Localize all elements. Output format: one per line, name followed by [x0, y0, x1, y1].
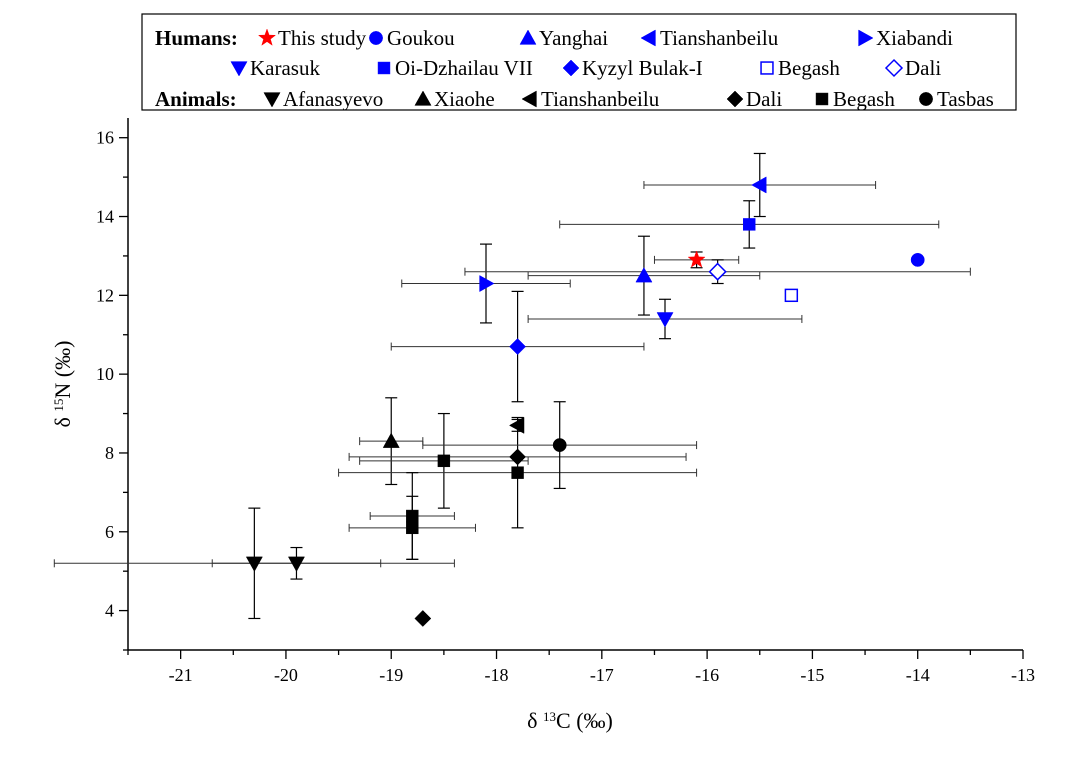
legend-item-xiabandi: Xiabandi [858, 26, 953, 50]
data-point-afanasyevo [287, 556, 305, 572]
data-markers [245, 176, 925, 627]
legend-item-begash-h: Begash [760, 56, 840, 80]
legend-item-xiaohe: Xiaohe [414, 87, 495, 111]
data-point-dali-h [708, 262, 727, 281]
data-point-tianshanbeilu-a [508, 416, 525, 434]
data-point-begash-a [406, 509, 419, 523]
legend-box [141, 13, 1017, 111]
legend-item-tianshanbeilu-h: Tianshanbeilu [640, 26, 779, 50]
legend-item-afanasyevo: Afanasyevo [263, 87, 383, 111]
legend: Humans: This study Goukou Yanghai Tianshanbe… [141, 13, 1017, 111]
legend-label: Tasbas [937, 87, 994, 111]
data-point-begash-a [437, 454, 451, 468]
data-point-begash-h [784, 288, 799, 303]
legend-marker-afanasyevo [263, 92, 281, 108]
legend-label: Xiabandi [876, 26, 953, 50]
legend-marker-tasbas [919, 92, 933, 106]
y-tick-label: 14 [96, 207, 114, 227]
x-tick-label: -16 [695, 665, 719, 685]
legend-marker-tianshanbeilu-h [640, 29, 656, 47]
axis-ticks: -21 -20 -19 -18 -17 -16 -15 -14 -13 4 6 8 10 12 14 16 [96, 128, 1035, 685]
legend-group-header: Animals: [155, 87, 237, 111]
legend-label: Afanasyevo [283, 87, 383, 111]
plot-area [127, 118, 1023, 651]
legend-item-kyzyl-bulak: Kyzyl Bulak-I [562, 56, 703, 80]
data-point-kyzyl-bulak [509, 338, 526, 355]
data-point-tianshanbeilu-h [751, 176, 767, 194]
legend-marker-goukou [369, 31, 383, 45]
x-axis-label: δ 13C (‰) [527, 708, 613, 733]
x-tick-label: -19 [379, 665, 403, 685]
legend-item-this-study: This study [257, 26, 367, 50]
legend-marker-dali-a [726, 90, 744, 108]
legend-group-header: Humans: [155, 26, 238, 50]
legend-item-dali-a: Dali [726, 87, 782, 111]
legend-marker-kyzyl-bulak [562, 59, 580, 77]
data-point-oi-dzhailau [743, 218, 756, 231]
legend-label: Dali [905, 56, 941, 80]
legend-marker-begash-h [760, 61, 774, 75]
legend-marker-dali-h [884, 58, 904, 78]
legend-label: Karasuk [250, 56, 320, 80]
legend-label: Begash [833, 87, 895, 111]
y-tick-label: 8 [105, 443, 114, 463]
legend-marker-xiabandi [858, 29, 874, 47]
legend-label: Xiaohe [434, 87, 495, 111]
data-point-tasbas [552, 438, 567, 452]
y-tick-label: 4 [105, 601, 114, 621]
legend-item-oi-dzhailau: Oi-Dzhailau VII [377, 56, 533, 80]
legend-label: Tianshanbeilu [660, 26, 779, 50]
data-point-karasuk [656, 312, 674, 328]
y-tick-label: 12 [96, 285, 114, 305]
legend-marker-xiaohe [414, 90, 432, 106]
x-tick-label: -20 [274, 665, 298, 685]
legend-label: Dali [746, 87, 782, 111]
legend-item-goukou: Goukou [369, 26, 455, 50]
legend-item-tianshanbeilu-a: Tianshanbeilu [521, 87, 660, 111]
y-tick-label: 10 [96, 364, 114, 384]
legend-label: Yanghai [539, 26, 608, 50]
legend-label: Kyzyl Bulak-I [582, 56, 703, 80]
data-point-xiaohe [382, 432, 400, 448]
legend-item-tasbas: Tasbas [919, 87, 994, 111]
x-tick-label: -15 [800, 665, 824, 685]
x-tick-label: -14 [906, 665, 930, 685]
data-point-this-study [687, 250, 706, 268]
data-point-goukou [910, 252, 925, 267]
legend-marker-tianshanbeilu-a [521, 90, 537, 108]
y-tick-label: 6 [105, 522, 114, 542]
data-point-dali-a [414, 610, 432, 627]
data-point-begash-a [406, 521, 419, 535]
legend-marker-oi-dzhailau [377, 61, 391, 75]
legend-item-begash-a: Begash [815, 87, 895, 111]
data-point-afanasyevo [245, 556, 263, 572]
legend-label: Begash [778, 56, 840, 80]
legend-marker-yanghai [519, 29, 537, 45]
x-tick-label: -21 [169, 665, 193, 685]
error-bars [53, 152, 971, 620]
data-point-yanghai [635, 267, 653, 283]
legend-label: Oi-Dzhailau VII [395, 56, 533, 80]
legend-marker-begash-a [815, 92, 829, 106]
x-tick-label: -18 [485, 665, 509, 685]
data-point-xiabandi [479, 275, 495, 293]
legend-item-karasuk: Karasuk [230, 56, 320, 80]
legend-label: Goukou [387, 26, 455, 50]
x-tick-label: -13 [1011, 665, 1035, 685]
data-point-begash-a [511, 466, 524, 479]
legend-label: Tianshanbeilu [541, 87, 660, 111]
y-tick-label: 16 [96, 128, 114, 148]
legend-item-yanghai: Yanghai [519, 26, 608, 50]
legend-marker-karasuk [230, 61, 248, 77]
data-point-dali-a [509, 448, 526, 466]
x-tick-label: -17 [590, 665, 614, 685]
legend-label: This study [278, 26, 367, 50]
y-axis-label: δ 15N (‰) [50, 341, 75, 428]
legend-item-dali-h: Dali [884, 56, 941, 80]
legend-marker-this-study [257, 28, 277, 46]
